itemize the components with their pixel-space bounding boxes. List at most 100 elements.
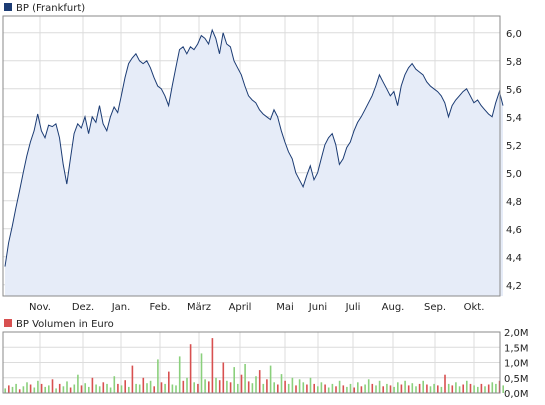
- volume-bar: [77, 374, 79, 393]
- volume-bar: [320, 382, 323, 393]
- volume-bar: [113, 376, 116, 393]
- volume-bar: [284, 380, 286, 393]
- volume-bar: [393, 386, 395, 393]
- volume-bar: [306, 384, 308, 393]
- volume-bar: [269, 365, 272, 393]
- volume-bar: [189, 344, 192, 393]
- volume-bar: [218, 380, 221, 393]
- volume-bar: [62, 386, 65, 393]
- volume-bar: [175, 385, 177, 393]
- volume-bar: [244, 364, 246, 393]
- price-y-tick-label: 4,6: [506, 225, 522, 236]
- volume-bar: [215, 377, 217, 394]
- volume-bar: [258, 370, 261, 393]
- volume-bar: [142, 377, 145, 394]
- volume-bar: [447, 383, 450, 393]
- volume-bar: [422, 380, 424, 393]
- price-y-tick-label: 4,4: [506, 253, 522, 264]
- volume-bar: [375, 385, 377, 393]
- volume-bar: [153, 386, 155, 393]
- volume-bar: [462, 384, 464, 393]
- volume-bar: [480, 383, 483, 393]
- volume-bar: [149, 380, 152, 393]
- volume-bar: [66, 381, 68, 393]
- volume-bar: [262, 383, 265, 393]
- volume-bar: [324, 384, 326, 393]
- volume-bar: [397, 382, 399, 393]
- volume-bar: [229, 382, 232, 393]
- price-y-axis: 4,2 4,4 4,6 4,8 5,0 5,2 5,4 5,6 5,8 6,0: [506, 29, 522, 292]
- volume-bar: [466, 380, 468, 393]
- volume-bar: [88, 386, 90, 393]
- volume-y-tick-label: 0,5M: [504, 374, 529, 385]
- volume-y-tick-label: 1,5M: [504, 343, 529, 354]
- volume-bar: [182, 380, 185, 393]
- price-y-tick-label: 5,4: [506, 113, 522, 124]
- price-series-line: [4, 28, 504, 267]
- volume-bar: [477, 386, 479, 393]
- volume-bar: [11, 386, 14, 393]
- volume-bar: [298, 379, 301, 393]
- volume-bar: [280, 374, 283, 393]
- volume-bar: [291, 377, 294, 394]
- volume-bar: [378, 380, 381, 393]
- volume-bar: [135, 383, 137, 393]
- volume-bar: [102, 382, 105, 393]
- volume-bar: [33, 387, 36, 393]
- volume-bar: [266, 379, 268, 393]
- volume-bar: [15, 383, 17, 393]
- volume-bar: [418, 383, 421, 393]
- volume-bar: [18, 389, 21, 393]
- volume-bar: [309, 377, 312, 394]
- volume-bar: [411, 383, 414, 393]
- volume-bar: [22, 386, 25, 393]
- month-tick-label: Dez.: [72, 302, 94, 313]
- volume-bar: [491, 382, 494, 393]
- volume-bar: [371, 383, 374, 393]
- volume-bar: [168, 371, 170, 393]
- month-tick-label: Mai: [276, 302, 294, 313]
- volume-bar: [237, 383, 239, 393]
- volume-bar: [331, 383, 334, 393]
- volume-bar: [273, 382, 275, 393]
- volume-bar: [200, 353, 203, 393]
- month-tick-label: Sep.: [424, 302, 446, 313]
- volume-panel: BP Volumen in Euro 0,0M 0,5M 1,0M 1,5M 2,0M: [2, 319, 529, 400]
- price-y-tick-label: 4,2: [506, 281, 522, 292]
- volume-bar: [160, 382, 163, 393]
- volume-legend-swatch: [4, 319, 12, 327]
- month-tick-label: Okt.: [464, 302, 485, 313]
- volume-bar: [157, 359, 159, 393]
- volume-bar: [73, 384, 76, 393]
- volume-bar: [367, 379, 370, 393]
- month-tick-label: Juni: [308, 302, 327, 313]
- volume-bar: [171, 384, 174, 393]
- volume-bar: [360, 386, 363, 393]
- volume-bar: [109, 387, 112, 393]
- price-legend-swatch: [4, 3, 12, 11]
- volume-bar: [404, 380, 406, 393]
- volume-bar: [287, 383, 290, 393]
- month-tick-label: Jan.: [111, 302, 131, 313]
- volume-bar: [346, 386, 348, 393]
- price-y-tick-label: 5,8: [506, 57, 522, 68]
- volume-bar: [120, 385, 123, 393]
- volume-bar: [327, 387, 330, 393]
- price-panel: BP (Frankfurt) 4,2 4,4 4,6 4,8 5,0 5,2 5,4 5,6 5…: [2, 3, 522, 313]
- volume-legend-label: BP Volumen in Euro: [16, 319, 114, 330]
- volume-bar: [357, 382, 359, 393]
- volume-y-axis: 0,0M 0,5M 1,0M 1,5M 2,0M: [504, 328, 529, 400]
- volume-bar: [193, 382, 195, 393]
- volume-bar: [178, 356, 181, 393]
- volume-bar: [455, 382, 457, 393]
- volume-bar: [95, 384, 97, 393]
- price-y-tick-label: 5,0: [506, 169, 522, 180]
- volume-y-tick-label: 0,0M: [504, 389, 529, 400]
- volume-bar: [37, 380, 39, 393]
- volume-bar: [222, 362, 225, 393]
- volume-bar: [349, 383, 352, 393]
- volume-bar: [117, 383, 119, 393]
- volume-bar: [91, 377, 94, 394]
